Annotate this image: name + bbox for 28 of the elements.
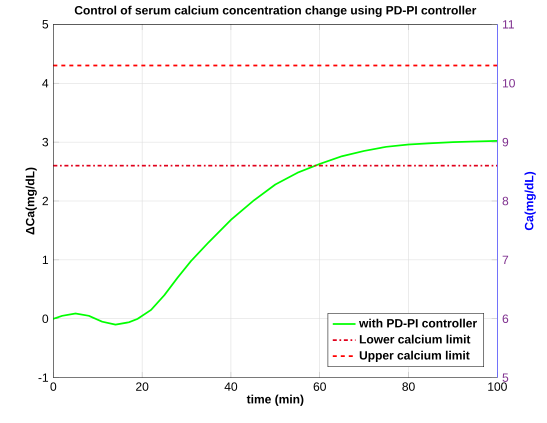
y-tick-label: -1 (38, 374, 48, 382)
chart-title: Control of serum calcium concentration change using PD-PI controller (74, 6, 476, 17)
x-tick-label: 60 (314, 382, 326, 391)
x-tick-label: 20 (136, 382, 148, 391)
y2-tick-label: 11 (502, 20, 514, 28)
x-tick-label: 80 (402, 382, 415, 391)
legend-label: with PD-PI controller (359, 318, 477, 328)
y2-tick-label: 7 (502, 256, 508, 264)
y-tick-label: 3 (42, 138, 48, 146)
y-tick-label: 0 (42, 314, 48, 324)
y2-tick-label: 9 (502, 138, 508, 146)
y2-tick-label: 6 (502, 314, 508, 324)
y-tick-label: 2 (42, 196, 48, 206)
y-tick-label: 4 (42, 79, 48, 88)
line-series (53, 140, 498, 326)
x-axis-title: time (min) (246, 394, 304, 406)
legend-label: Upper calcium limit (360, 350, 470, 362)
y2-tick-label: 10 (502, 78, 515, 88)
y-tick-label: 5 (42, 20, 48, 29)
x-tick-label: 0 (50, 382, 56, 391)
y2-axis-title: Ca(mg/dL) (524, 172, 536, 230)
y2-tick-label: 5 (502, 373, 508, 382)
legend-label: Lower calcium limit (360, 334, 470, 344)
x-tick-label: 40 (224, 382, 238, 391)
y-axis-title: ΔCa(mg/dL) (26, 168, 37, 234)
y-tick-label: 1 (42, 256, 48, 264)
x-tick-label: 100 (488, 382, 507, 391)
y2-tick-label: 8 (502, 196, 508, 206)
